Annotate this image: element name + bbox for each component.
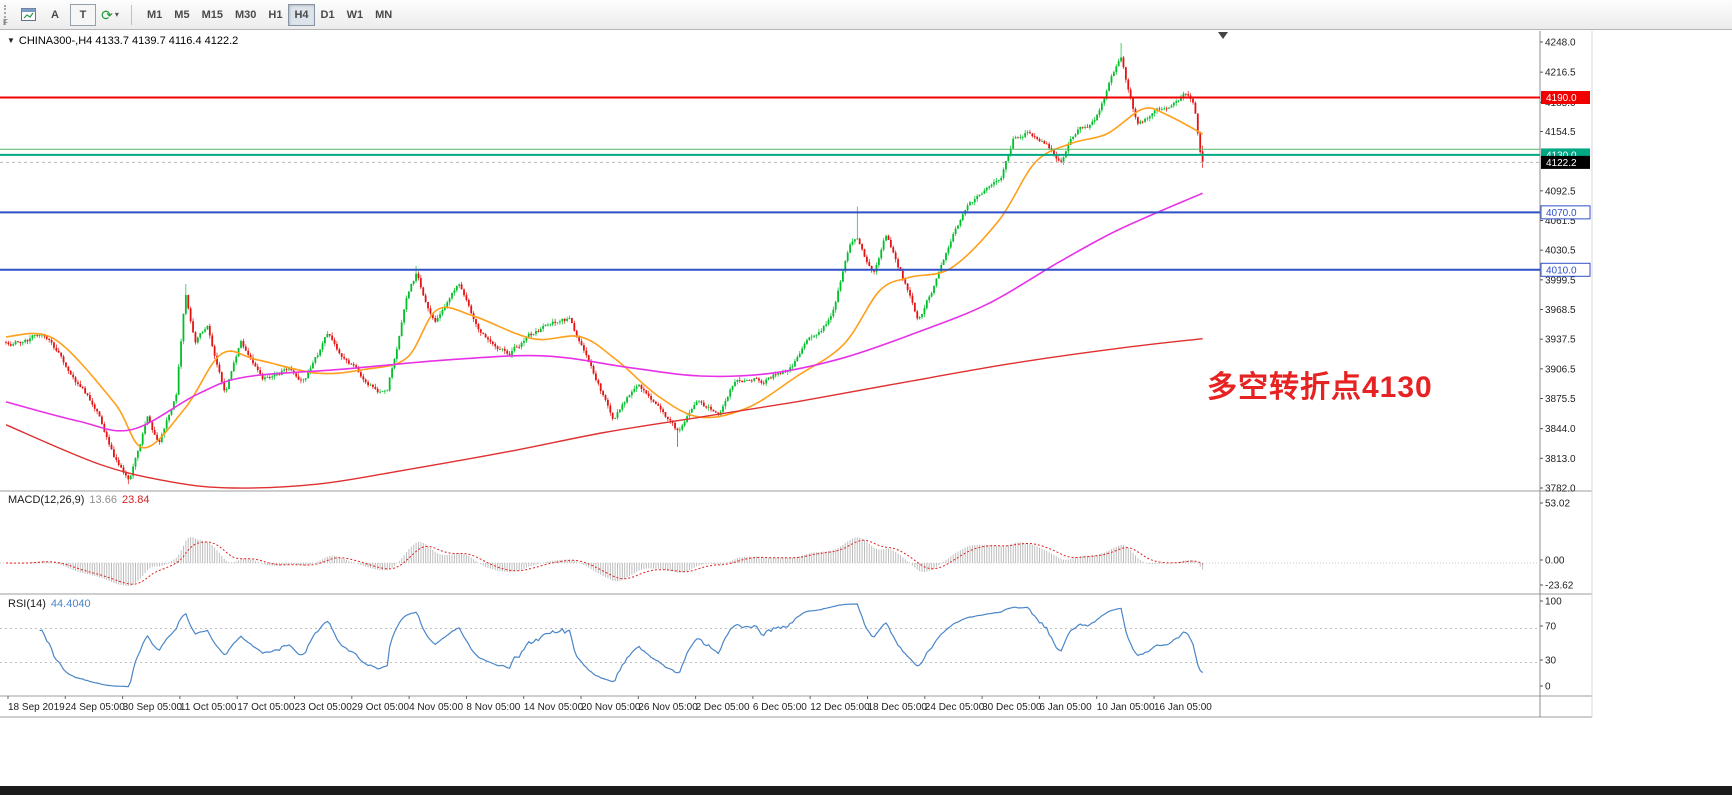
timeframe-button-m5[interactable]: M5: [168, 4, 195, 26]
svg-text:3875.5: 3875.5: [1545, 394, 1576, 405]
timeframe-button-d1[interactable]: D1: [315, 4, 341, 26]
svg-text:6 Dec 05:00: 6 Dec 05:00: [753, 702, 807, 713]
candles-layer[interactable]: [5, 42, 1204, 485]
charts-icon[interactable]: [16, 4, 40, 26]
chart-shift-marker[interactable]: [1218, 32, 1228, 39]
svg-text:4190.0: 4190.0: [1546, 93, 1577, 104]
toolbar: A T ⟳ ▾ M1 M5 M15 M30 H1 H4 D1 W1 MN: [0, 0, 1732, 30]
svg-text:6 Jan 05:00: 6 Jan 05:00: [1039, 702, 1092, 713]
svg-text:4092.5: 4092.5: [1545, 186, 1576, 197]
svg-text:-23.62: -23.62: [1545, 581, 1574, 592]
svg-text:4 Nov 05:00: 4 Nov 05:00: [409, 702, 463, 713]
svg-text:10 Jan 05:00: 10 Jan 05:00: [1097, 702, 1155, 713]
timeframe-button-m1[interactable]: M1: [141, 4, 168, 26]
ma-mid-line: [5, 192, 1203, 432]
timeframe-button-m15[interactable]: M15: [196, 4, 229, 26]
svg-text:0.00: 0.00: [1545, 556, 1565, 567]
svg-text:8 Nov 05:00: 8 Nov 05:00: [466, 702, 520, 713]
svg-text:3906.5: 3906.5: [1545, 364, 1576, 375]
svg-text:12 Dec 05:00: 12 Dec 05:00: [810, 702, 870, 713]
timeframe-button-w1[interactable]: W1: [341, 4, 370, 26]
rsi-panel: 100 70 30 0: [0, 597, 1562, 693]
svg-text:30: 30: [1545, 656, 1557, 667]
svg-text:30 Sep 05:00: 30 Sep 05:00: [123, 702, 183, 713]
macd-name: MACD(12,26,9): [8, 494, 85, 506]
ohlc-text: CHINA300-,H4 4133.7 4139.7 4116.4 4122.2: [18, 35, 239, 47]
svg-text:100: 100: [1545, 597, 1562, 608]
toolbar-separator: [131, 4, 132, 25]
svg-text:30 Dec 05:00: 30 Dec 05:00: [982, 702, 1042, 713]
taskbar-strip: [0, 786, 1732, 795]
toolbar-handle-label: F: [3, 18, 8, 27]
svg-text:4030.5: 4030.5: [1545, 246, 1576, 257]
svg-text:2 Dec 05:00: 2 Dec 05:00: [696, 702, 750, 713]
timeframe-group: M1 M5 M15 M30 H1 H4 D1 W1 MN: [141, 3, 398, 26]
chart-window-glyph: [20, 8, 36, 21]
timeframe-button-h4[interactable]: H4: [288, 3, 315, 26]
text-tool-button[interactable]: A: [42, 4, 68, 26]
svg-text:3813.0: 3813.0: [1545, 454, 1576, 465]
chevron-down-icon: ▾: [114, 10, 119, 19]
svg-text:18 Dec 05:00: 18 Dec 05:00: [868, 702, 928, 713]
svg-text:24 Sep 05:00: 24 Sep 05:00: [65, 702, 125, 713]
svg-text:20 Nov 05:00: 20 Nov 05:00: [581, 702, 641, 713]
svg-text:24 Dec 05:00: 24 Dec 05:00: [925, 702, 985, 713]
indicators-cycle-icon[interactable]: ⟳ ▾: [98, 4, 122, 26]
svg-text:3937.5: 3937.5: [1545, 335, 1576, 346]
text-label-tool-button[interactable]: T: [70, 3, 96, 26]
macd-main-value: 13.66: [89, 494, 117, 506]
svg-text:4061.5: 4061.5: [1545, 216, 1576, 227]
ma-fast-line: [5, 107, 1203, 449]
svg-text:0: 0: [1545, 682, 1551, 693]
timeframe-button-mn[interactable]: MN: [369, 4, 398, 26]
svg-text:23 Oct 05:00: 23 Oct 05:00: [295, 702, 353, 713]
svg-text:16 Jan 05:00: 16 Jan 05:00: [1154, 702, 1212, 713]
svg-text:70: 70: [1545, 622, 1557, 633]
timeframe-button-m30[interactable]: M30: [229, 4, 262, 26]
svg-text:11 Oct 05:00: 11 Oct 05:00: [180, 702, 237, 713]
svg-text:4122.2: 4122.2: [1546, 158, 1577, 169]
toolbar-drag-handle[interactable]: [4, 4, 9, 25]
panel-separators[interactable]: [0, 31, 1593, 718]
macd-panel: 53.02 0.00 -23.62: [0, 499, 1574, 592]
svg-text:14 Nov 05:00: 14 Nov 05:00: [524, 702, 584, 713]
timeframe-button-h1[interactable]: H1: [262, 4, 288, 26]
svg-text:4154.5: 4154.5: [1545, 127, 1576, 138]
svg-text:3782.0: 3782.0: [1545, 484, 1576, 495]
svg-text:3968.5: 3968.5: [1545, 305, 1576, 316]
macd-label: MACD(12,26,9) 13.66 23.84: [8, 494, 154, 506]
chart-ohlc-header[interactable]: ▼ CHINA300-,H4 4133.7 4139.7 4116.4 4122.…: [7, 35, 238, 47]
svg-text:26 Nov 05:00: 26 Nov 05:00: [638, 702, 698, 713]
svg-text:4248.0: 4248.0: [1545, 38, 1576, 49]
ma-slow-line: [5, 338, 1203, 489]
svg-text:29 Oct 05:00: 29 Oct 05:00: [352, 702, 410, 713]
svg-text:3999.5: 3999.5: [1545, 275, 1576, 286]
svg-text:4010.0: 4010.0: [1546, 265, 1577, 276]
rsi-label: RSI(14) 44.4040: [8, 598, 96, 610]
svg-text:17 Oct 05:00: 17 Oct 05:00: [237, 702, 295, 713]
svg-text:3844.0: 3844.0: [1545, 424, 1576, 435]
svg-text:53.02: 53.02: [1545, 499, 1570, 510]
horizontal-levels[interactable]: [0, 96, 1540, 271]
rsi-value: 44.4040: [50, 598, 91, 610]
chart-annotation: 多空转折点4130: [1207, 371, 1433, 404]
rsi-name: RSI(14): [8, 598, 46, 610]
svg-text:18 Sep 2019: 18 Sep 2019: [8, 702, 65, 713]
svg-text:4216.5: 4216.5: [1545, 68, 1576, 79]
svg-text:4070.0: 4070.0: [1546, 208, 1577, 219]
macd-signal-value: 23.84: [121, 494, 150, 506]
cycle-glyph: ⟳: [101, 6, 113, 23]
symbol-dropdown-icon[interactable]: ▼: [7, 36, 15, 45]
